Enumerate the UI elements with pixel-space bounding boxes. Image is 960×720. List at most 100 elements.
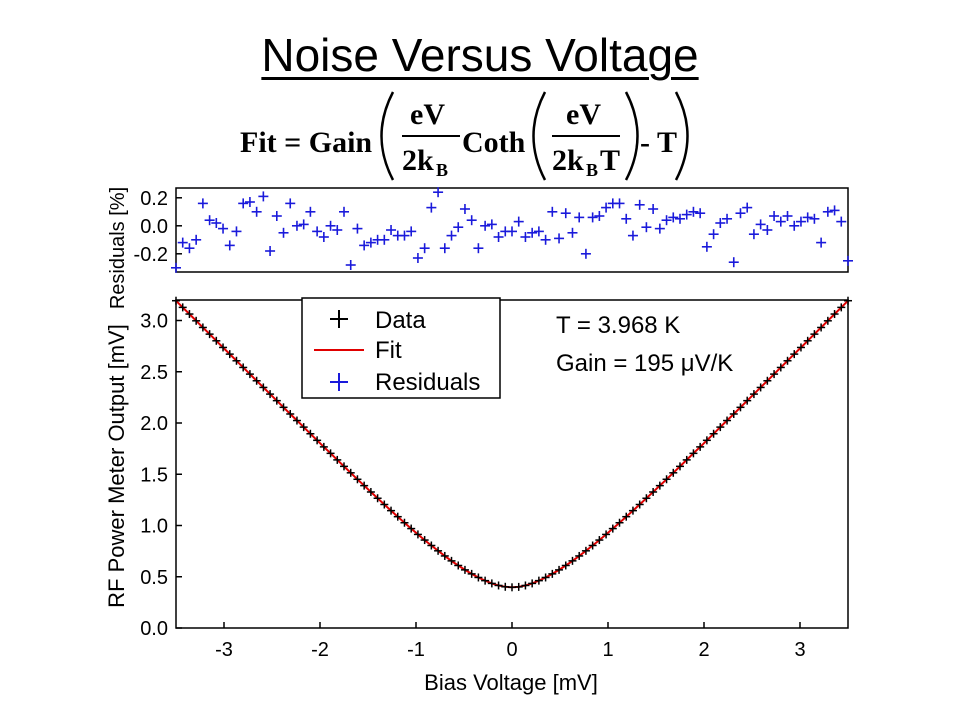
data-point	[790, 350, 799, 359]
data-point	[763, 376, 772, 385]
data-point	[225, 350, 234, 359]
residual-point	[587, 212, 598, 223]
data-point	[581, 546, 590, 555]
residual-point	[345, 260, 356, 270]
data-point	[817, 323, 826, 332]
residual-point	[480, 220, 491, 231]
formula-paren	[380, 91, 395, 181]
residual-point	[406, 226, 417, 237]
residual-point	[567, 227, 578, 238]
data-point	[346, 468, 355, 477]
residual-point	[547, 206, 558, 217]
residual-point	[271, 211, 282, 221]
residual-point	[816, 237, 827, 248]
data-point	[393, 512, 402, 521]
data-point	[803, 336, 812, 345]
residual-point	[386, 225, 397, 235]
data-point	[245, 370, 254, 379]
formula-paren	[674, 91, 689, 181]
residual-point	[809, 213, 820, 224]
data-point	[662, 475, 671, 484]
data-point	[487, 579, 496, 588]
formula-lhs: Fit = Gain	[240, 126, 372, 159]
data-point	[729, 409, 738, 418]
page-title: Noise Versus Voltage	[261, 29, 699, 81]
residual-point	[540, 234, 551, 245]
residual-point	[412, 253, 423, 263]
data-point	[239, 363, 248, 372]
data-point	[286, 409, 295, 418]
residual-point	[486, 219, 497, 230]
formula-coth: Coth	[462, 126, 526, 159]
data-point	[387, 506, 396, 515]
residual-point	[218, 223, 229, 234]
formula-frac2-den-t: T	[600, 144, 620, 177]
residual-point	[755, 219, 766, 230]
data-point	[319, 442, 328, 451]
data-point	[709, 429, 718, 438]
data-point	[353, 475, 362, 484]
formula-minus-t: - T	[640, 126, 677, 159]
data-point	[837, 303, 846, 312]
residual-point	[795, 216, 806, 227]
data-point	[299, 423, 308, 432]
residual-point	[520, 232, 531, 242]
residuals-y-tick-label: 0.2	[140, 188, 168, 210]
residual-point	[641, 222, 652, 233]
annotation-temperature: T = 3.968 K	[556, 312, 680, 339]
residual-point	[426, 202, 437, 213]
residual-point	[574, 212, 585, 223]
data-point	[608, 524, 617, 533]
data-point	[702, 436, 711, 445]
residual-point	[614, 198, 625, 209]
data-point	[460, 565, 469, 574]
residual-point	[580, 248, 591, 259]
data-point	[783, 356, 792, 365]
data-point	[192, 316, 201, 325]
data-point	[279, 403, 288, 412]
data-point	[292, 416, 301, 425]
data-point	[400, 518, 409, 527]
residual-point	[318, 232, 329, 242]
residual-point	[339, 206, 349, 217]
residual-point	[648, 204, 659, 214]
fit-formula: Fit = Gain eV 2k B Coth eV 2k B T - T	[240, 91, 689, 181]
data-point	[669, 468, 678, 477]
data-point	[212, 336, 221, 345]
residual-point	[621, 213, 632, 224]
residual-point	[224, 240, 235, 251]
y-tick-label: 1.0	[140, 516, 168, 538]
data-point	[272, 396, 281, 405]
residual-point	[258, 191, 269, 202]
residual-point	[379, 234, 390, 245]
residual-point	[244, 197, 255, 207]
data-point	[501, 582, 510, 591]
residual-point	[513, 216, 524, 227]
residuals-y-axis-label: Residuals [%]	[107, 187, 129, 309]
data-point	[736, 403, 745, 412]
residual-point	[466, 215, 477, 226]
residual-point	[594, 211, 605, 221]
data-point	[360, 481, 369, 490]
residual-point	[298, 219, 309, 230]
main-frame	[175, 299, 849, 629]
residual-point	[836, 216, 847, 227]
data-point	[628, 506, 637, 515]
residual-point	[728, 257, 739, 268]
data-point	[575, 551, 584, 560]
residual-point	[802, 212, 813, 223]
residual-point	[171, 262, 181, 273]
residual-point	[654, 223, 665, 234]
residual-point	[291, 220, 302, 231]
data-point	[682, 455, 691, 464]
x-tick-label: -2	[311, 639, 329, 661]
residual-point	[627, 230, 638, 241]
data-point	[219, 343, 228, 352]
data-point	[776, 363, 785, 372]
residual-point	[473, 243, 484, 254]
residual-point	[533, 226, 544, 237]
y-tick-label: 2.0	[140, 413, 168, 435]
data-point	[514, 582, 523, 591]
data-point	[407, 524, 416, 533]
